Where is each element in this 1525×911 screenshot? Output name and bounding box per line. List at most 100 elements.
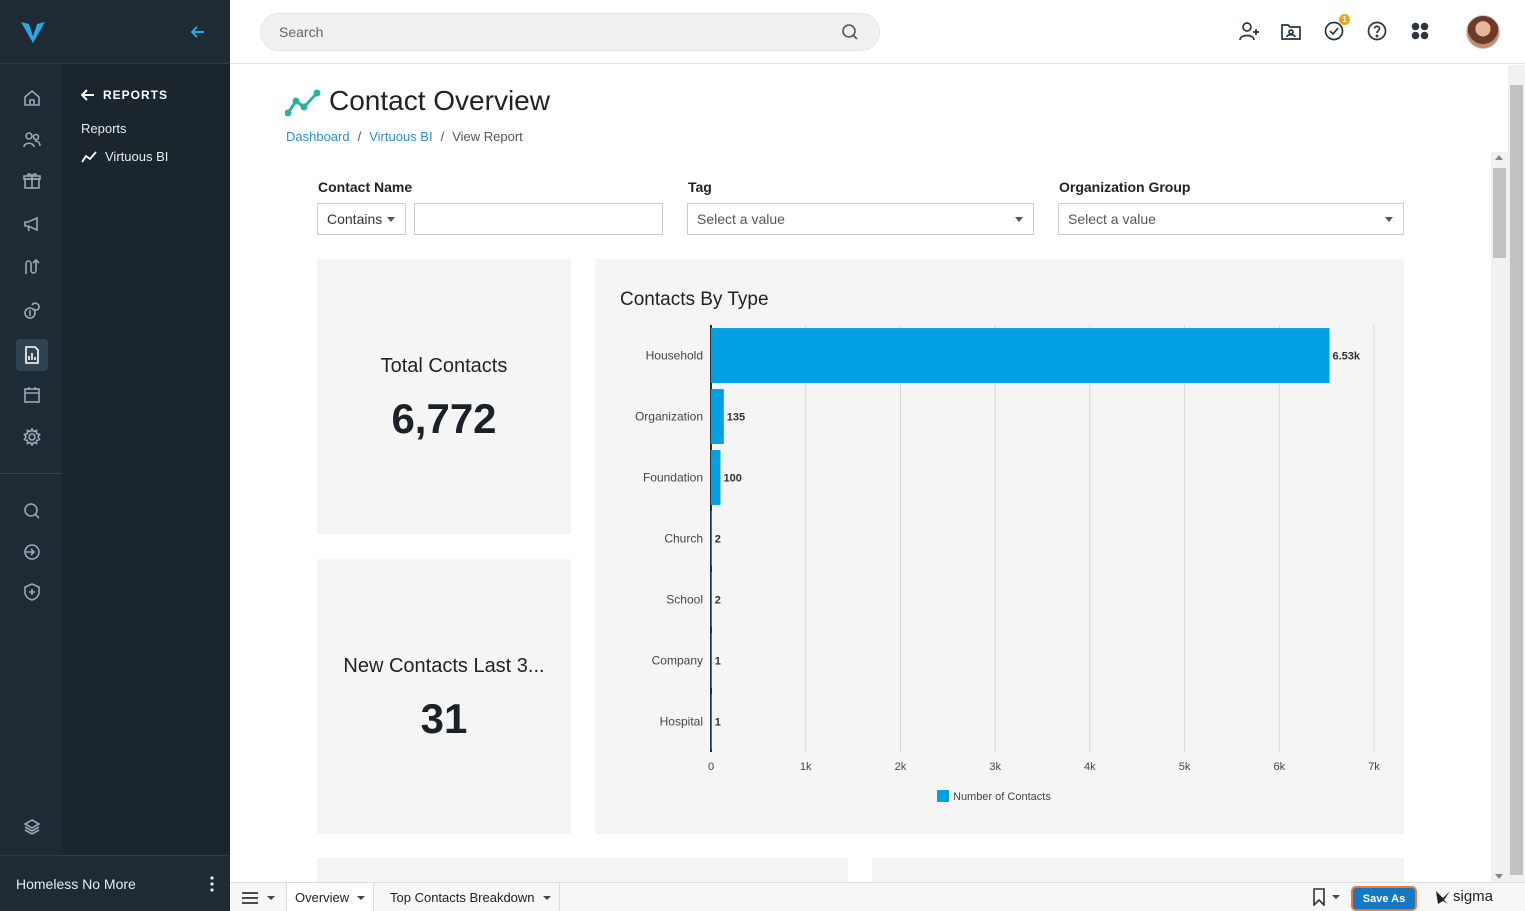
x-tick-label: 0 — [708, 761, 714, 773]
chart-contacts-by-type[interactable]: Contacts By Type 0 1k 2k 3k 4k 5k 6k 7k Househol… — [595, 259, 1404, 834]
subnav-item-virtuous-bi[interactable]: Virtuous BI — [81, 149, 168, 164]
breadcrumb: Dashboard / Virtuous BI / View Report — [286, 129, 523, 144]
org-group-select[interactable]: Select a value — [1058, 203, 1404, 235]
kpi-new-contacts[interactable]: New Contacts Last 3... 31 — [317, 559, 571, 834]
contact-name-operator-select[interactable]: Contains — [317, 203, 406, 235]
sigma-label: sigma — [1453, 888, 1494, 905]
chevron-down-icon — [1385, 217, 1393, 222]
gift-icon[interactable] — [16, 165, 48, 197]
page-scrollbar[interactable] — [1508, 65, 1525, 882]
arrow-left-icon — [81, 89, 94, 101]
reports-icon[interactable] — [16, 339, 48, 371]
breadcrumb-dashboard[interactable]: Dashboard — [286, 129, 350, 144]
page-title: Contact Overview — [329, 85, 550, 116]
sigma-logo-icon — [1436, 890, 1450, 904]
reports-back-link[interactable]: REPORTS — [81, 88, 168, 102]
top-bar: 1 — [230, 0, 1525, 64]
chevron-down-icon — [1332, 895, 1340, 899]
search-icon[interactable] — [841, 23, 859, 46]
legend-swatch — [937, 790, 949, 802]
breadcrumb-separator: / — [357, 129, 362, 144]
reports-subnav: REPORTS Reports Virtuous BI — [61, 64, 230, 855]
settings-gear-icon[interactable] — [16, 421, 48, 453]
category-label: School — [666, 593, 703, 607]
bookmark-icon — [1313, 888, 1325, 906]
kebab-menu-icon[interactable] — [209, 876, 215, 897]
tab-label: Overview — [295, 890, 350, 905]
bar[interactable] — [711, 633, 712, 688]
search-input[interactable] — [279, 14, 839, 50]
user-avatar[interactable] — [1466, 15, 1500, 49]
contact-folder-icon[interactable] — [1278, 18, 1304, 44]
query-search-icon[interactable] — [16, 495, 48, 527]
breadcrumb-virtuous-bi[interactable]: Virtuous BI — [369, 129, 433, 144]
data-label: 1 — [715, 656, 721, 668]
category-label: Company — [652, 654, 703, 668]
tag-select[interactable]: Select a value — [687, 203, 1034, 235]
shield-plus-icon[interactable] — [16, 576, 48, 608]
kpi-value: 6,772 — [391, 395, 497, 442]
bar[interactable] — [711, 328, 1330, 383]
x-tick-label: 3k — [989, 761, 1001, 773]
legend-label: Number of Contacts — [953, 791, 1051, 803]
tab-top-contacts-breakdown[interactable]: Top Contacts Breakdown — [382, 883, 560, 911]
x-tick-label: 7k — [1368, 761, 1380, 773]
tasks-check-icon[interactable]: 1 — [1321, 14, 1350, 44]
chevron-down-icon — [267, 895, 275, 900]
scroll-thumb[interactable] — [1493, 168, 1506, 258]
tab-overview[interactable]: Overview — [287, 883, 375, 911]
apps-grid-icon[interactable] — [1407, 18, 1433, 44]
collapse-arrow-icon[interactable] — [190, 24, 206, 45]
kpi-total-contacts[interactable]: Total Contacts 6,772 — [317, 259, 571, 534]
subnav-item-reports[interactable]: Reports — [81, 121, 127, 136]
breadcrumb-current: View Report — [452, 129, 523, 144]
add-contact-icon[interactable] — [1236, 18, 1262, 44]
bar[interactable] — [711, 511, 712, 566]
megaphone-icon[interactable] — [16, 208, 48, 240]
x-tick-label: 2k — [895, 761, 907, 773]
tab-label: Top Contacts Breakdown — [390, 890, 535, 905]
home-icon[interactable] — [16, 82, 48, 114]
virtuous-logo-icon[interactable] — [20, 20, 46, 49]
page-menu-button[interactable] — [230, 883, 287, 911]
x-tick-label: 1k — [800, 761, 812, 773]
kpi-label: New Contacts Last 3... — [343, 655, 545, 677]
bar[interactable] — [711, 450, 721, 505]
org-switcher[interactable]: Homeless No More — [0, 855, 230, 911]
rail-divider — [0, 473, 61, 474]
org-group-label: Organization Group — [1059, 179, 1191, 195]
chevron-down-icon — [1015, 217, 1023, 222]
rail-header — [0, 0, 230, 64]
calendar-icon[interactable] — [16, 379, 48, 411]
import-icon[interactable] — [16, 536, 48, 568]
category-label: Foundation — [643, 471, 703, 485]
bar[interactable] — [711, 572, 712, 627]
lower-card-left — [317, 858, 848, 882]
category-label: Organization — [635, 410, 703, 424]
bar[interactable] — [711, 694, 712, 749]
help-icon[interactable] — [1364, 18, 1390, 44]
bookmark-button[interactable] — [1312, 888, 1340, 906]
save-as-button[interactable]: Save As — [1351, 886, 1417, 911]
subnav-item-label: Virtuous BI — [105, 149, 169, 164]
page-scroll-thumb[interactable] — [1510, 85, 1523, 875]
scroll-up-icon[interactable] — [1495, 155, 1503, 160]
contact-name-input[interactable] — [414, 203, 663, 235]
journey-icon[interactable] — [16, 251, 48, 283]
contacts-icon[interactable] — [16, 124, 48, 156]
trend-line-icon — [81, 150, 97, 162]
report-scrollbar[interactable] — [1491, 152, 1508, 882]
org-name: Homeless No More — [16, 876, 136, 892]
global-search — [260, 13, 880, 51]
data-label: 1 — [715, 717, 721, 729]
bar[interactable] — [711, 389, 724, 444]
layers-icon[interactable] — [16, 811, 48, 843]
scroll-down-icon[interactable] — [1495, 874, 1503, 879]
sigma-brand[interactable]: sigma — [1435, 888, 1493, 905]
bar-chart-svg: 0 1k 2k 3k 4k 5k 6k 7k Household 6.53k Organizatio… — [635, 325, 1380, 803]
category-label: Hospital — [660, 715, 703, 729]
donations-icon[interactable] — [16, 295, 48, 327]
x-tick-label: 4k — [1084, 761, 1096, 773]
report-bottom-bar: Overview Top Contacts Breakdown Save As … — [230, 882, 1525, 911]
